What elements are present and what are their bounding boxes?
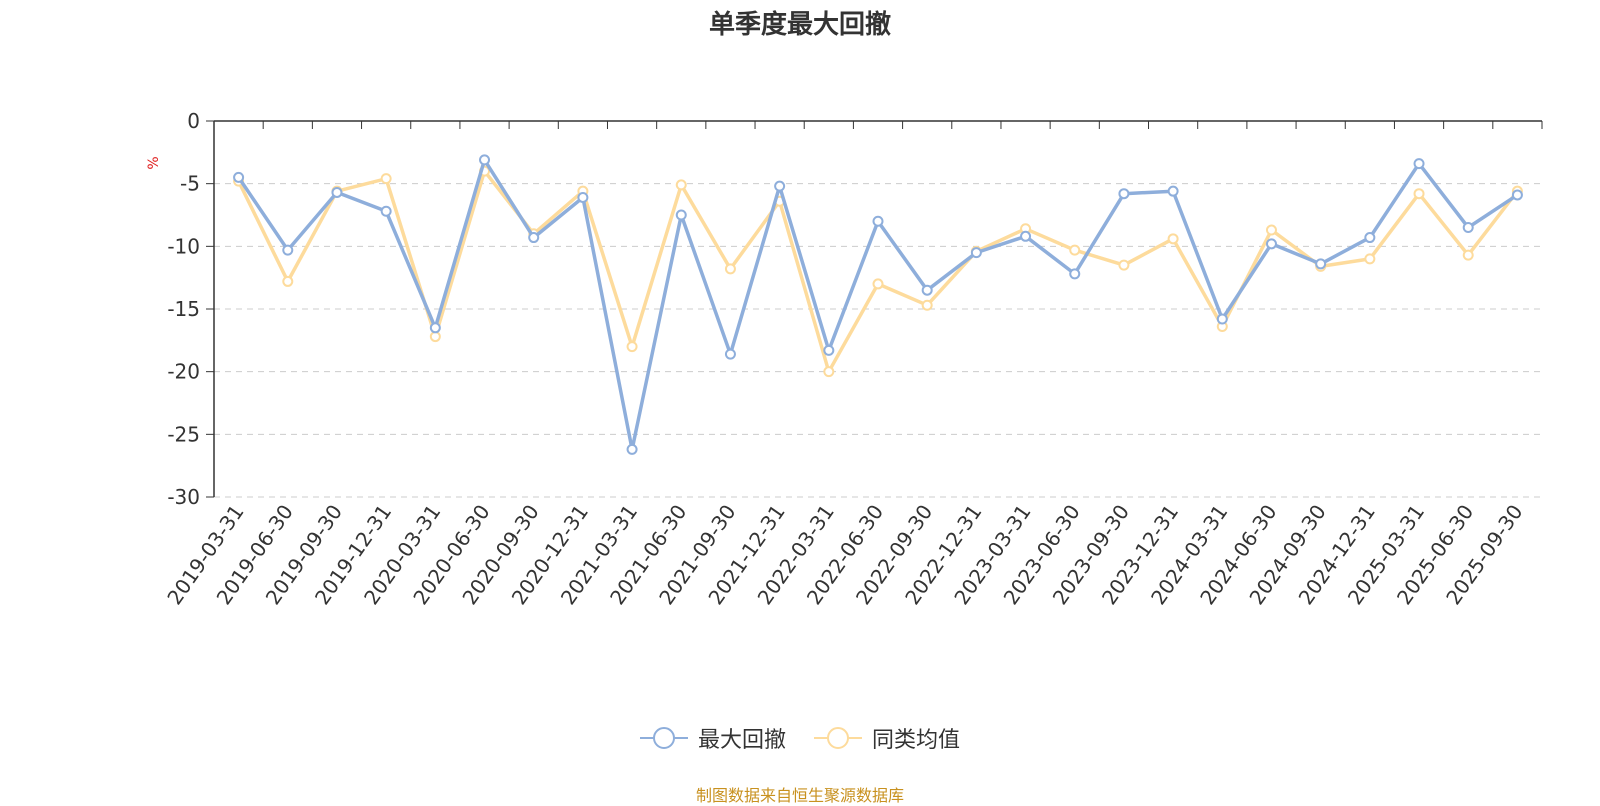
data-point-series1 [233, 171, 245, 183]
data-point-series1 [1020, 230, 1032, 242]
data-point-series2 [1462, 249, 1474, 261]
y-tick-label: -30 [167, 485, 200, 509]
data-point-series1 [1462, 222, 1474, 234]
legend-label-series2: 同类均值 [872, 728, 961, 753]
series-line-2 [237, 169, 1519, 374]
legend-line-circle-icon [814, 727, 862, 749]
data-point-series1 [331, 186, 343, 198]
y-tick-label: 0 [187, 109, 200, 133]
data-point-series2 [823, 366, 835, 378]
data-point-series1 [1118, 188, 1130, 200]
y-tick-label: -20 [167, 360, 200, 384]
data-point-series1 [429, 322, 441, 334]
legend-label-series1: 最大回撤 [697, 728, 786, 753]
legend-item-series1[interactable]: 最大回撤 [639, 722, 786, 754]
data-point-series2 [921, 299, 933, 311]
legend: 最大回撤 同类均值 [0, 722, 1600, 754]
series-lines [233, 154, 1523, 455]
data-point-series1 [724, 348, 736, 360]
data-point-series2 [1364, 253, 1376, 265]
data-point-series1 [774, 180, 786, 192]
data-point-series1 [921, 284, 933, 296]
y-tick-label: -10 [167, 234, 200, 258]
data-point-series1 [380, 205, 392, 217]
data-point-series1 [528, 232, 540, 244]
data-point-series2 [282, 275, 294, 287]
data-point-series1 [626, 443, 638, 455]
legend-item-series2[interactable]: 同类均值 [814, 722, 960, 754]
data-point-series1 [1069, 268, 1081, 280]
chart-title: 单季度最大回撤 [708, 10, 891, 40]
legend-line-circle-icon [639, 727, 688, 749]
data-point-series1 [1216, 313, 1228, 325]
data-point-series2 [1069, 244, 1081, 256]
data-point-series1 [1265, 238, 1277, 250]
data-point-series1 [970, 247, 982, 259]
y-tick-label: -15 [167, 297, 200, 321]
grid-lines [214, 183, 1542, 498]
data-point-series2 [872, 278, 884, 290]
data-point-series2 [724, 263, 736, 275]
data-point-series1 [1315, 258, 1327, 270]
data-point-series1 [872, 215, 884, 227]
data-point-series2 [1167, 233, 1179, 245]
data-source-note: 制图数据来自恒生聚源数据库 [695, 786, 904, 805]
axes [206, 120, 1543, 498]
y-tick-label: -5 [180, 172, 200, 196]
data-point-series2 [626, 341, 638, 353]
data-point-series2 [429, 331, 441, 343]
data-point-series1 [823, 344, 835, 356]
data-point-series2 [380, 173, 392, 185]
y-tick-label: -25 [167, 422, 200, 446]
data-point-series1 [1167, 185, 1179, 197]
series-line-1 [237, 158, 1519, 452]
data-point-series2 [1118, 259, 1130, 271]
data-point-series1 [1364, 232, 1376, 244]
y-axis-unit-label: % [146, 156, 162, 169]
data-point-series2 [1265, 224, 1277, 236]
data-point-series1 [1511, 189, 1523, 201]
data-point-series1 [577, 191, 589, 203]
data-point-series1 [479, 154, 491, 166]
data-point-series1 [1413, 158, 1425, 170]
data-point-series1 [675, 209, 687, 221]
data-point-series2 [675, 179, 687, 191]
data-point-series1 [282, 244, 294, 256]
data-point-series2 [1413, 188, 1425, 200]
